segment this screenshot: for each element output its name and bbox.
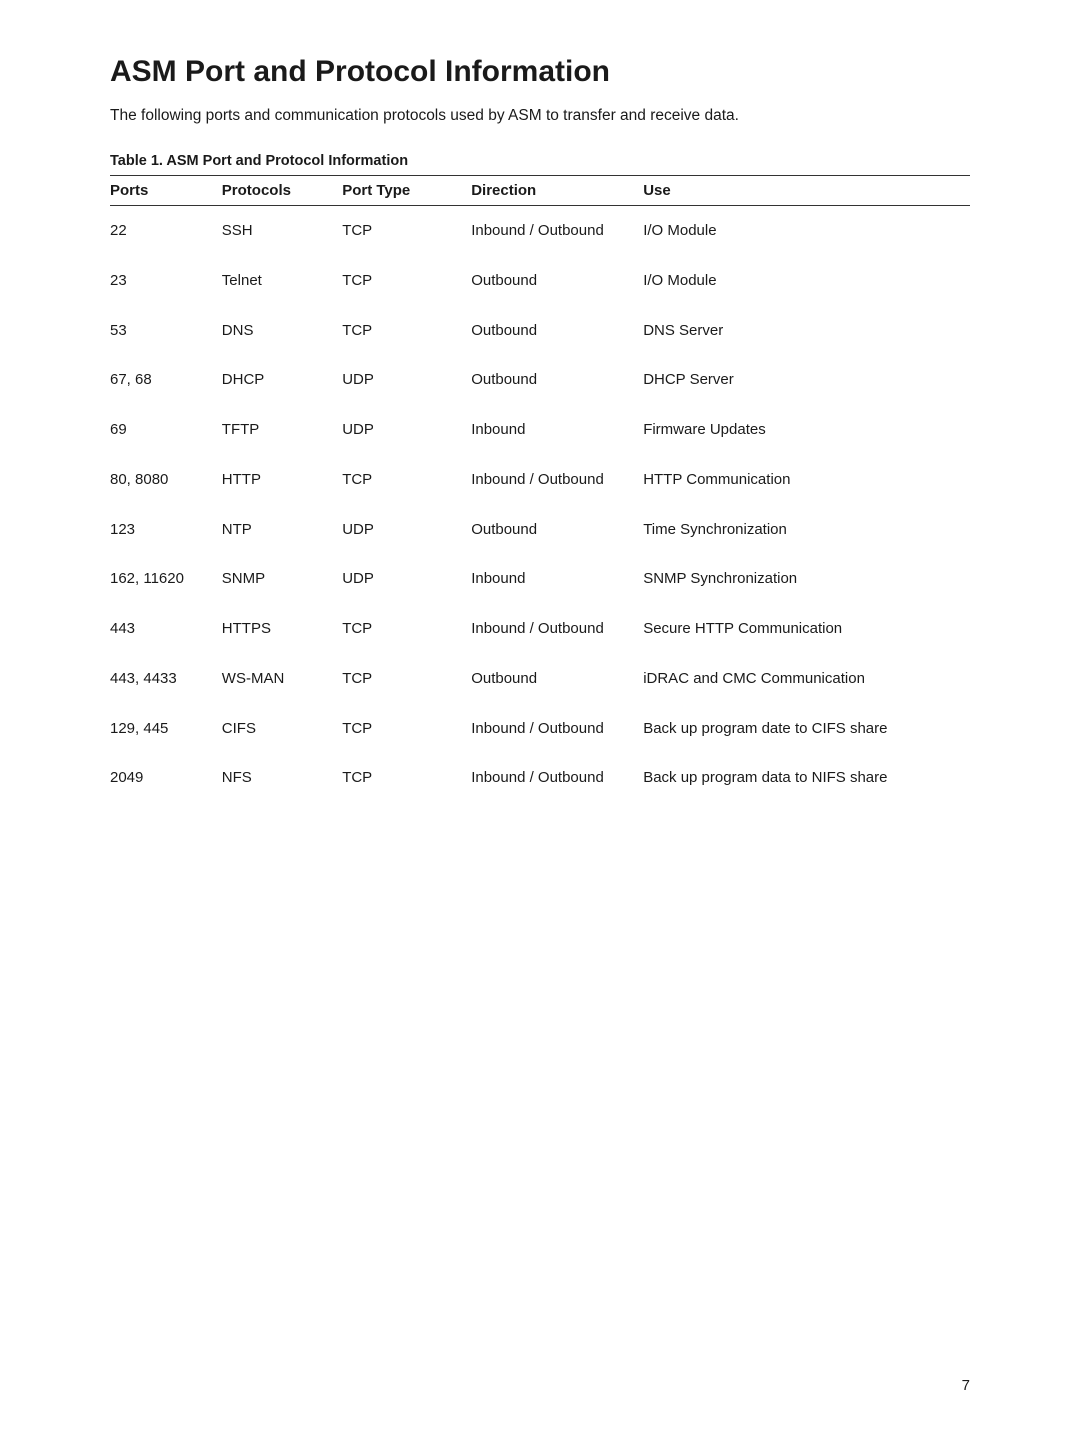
cell-port-type: TCP <box>342 306 471 356</box>
cell-port-type: TCP <box>342 455 471 505</box>
table-row: 162, 11620 SNMP UDP Inbound SNMP Synchro… <box>110 554 970 604</box>
table-row: 22 SSH TCP Inbound / Outbound I/O Module <box>110 206 970 256</box>
port-protocol-table: Ports Protocols Port Type Direction Use … <box>110 175 970 803</box>
cell-protocols: SNMP <box>222 554 342 604</box>
page-number: 7 <box>962 1377 970 1394</box>
cell-port-type: UDP <box>342 554 471 604</box>
table-row: 129, 445 CIFS TCP Inbound / Outbound Bac… <box>110 704 970 754</box>
cell-direction: Outbound <box>471 505 643 555</box>
cell-protocols: NTP <box>222 505 342 555</box>
table-row: 53 DNS TCP Outbound DNS Server <box>110 306 970 356</box>
cell-protocols: DHCP <box>222 355 342 405</box>
cell-use: SNMP Synchronization <box>643 554 970 604</box>
cell-ports: 22 <box>110 206 222 256</box>
cell-direction: Inbound <box>471 554 643 604</box>
cell-use: I/O Module <box>643 256 970 306</box>
th-use: Use <box>643 176 970 206</box>
cell-port-type: TCP <box>342 604 471 654</box>
cell-protocols: HTTPS <box>222 604 342 654</box>
th-protocols: Protocols <box>222 176 342 206</box>
cell-protocols: HTTP <box>222 455 342 505</box>
cell-use: DNS Server <box>643 306 970 356</box>
cell-protocols: Telnet <box>222 256 342 306</box>
cell-ports: 69 <box>110 405 222 455</box>
cell-protocols: WS-MAN <box>222 654 342 704</box>
cell-direction: Outbound <box>471 306 643 356</box>
cell-use: Time Synchronization <box>643 505 970 555</box>
cell-protocols: NFS <box>222 753 342 803</box>
cell-protocols: TFTP <box>222 405 342 455</box>
cell-port-type: UDP <box>342 505 471 555</box>
cell-use: DHCP Server <box>643 355 970 405</box>
cell-port-type: TCP <box>342 753 471 803</box>
cell-use: Back up program data to NIFS share <box>643 753 970 803</box>
cell-direction: Inbound / Outbound <box>471 455 643 505</box>
table-row: 80, 8080 HTTP TCP Inbound / Outbound HTT… <box>110 455 970 505</box>
cell-ports: 23 <box>110 256 222 306</box>
table-row: 2049 NFS TCP Inbound / Outbound Back up … <box>110 753 970 803</box>
cell-ports: 2049 <box>110 753 222 803</box>
cell-protocols: CIFS <box>222 704 342 754</box>
table-row: 23 Telnet TCP Outbound I/O Module <box>110 256 970 306</box>
cell-direction: Outbound <box>471 654 643 704</box>
intro-paragraph: The following ports and communication pr… <box>110 107 970 125</box>
cell-ports: 67, 68 <box>110 355 222 405</box>
table-header-row: Ports Protocols Port Type Direction Use <box>110 176 970 206</box>
cell-port-type: TCP <box>342 256 471 306</box>
cell-use: Secure HTTP Communication <box>643 604 970 654</box>
cell-ports: 53 <box>110 306 222 356</box>
cell-direction: Outbound <box>471 256 643 306</box>
th-port-type: Port Type <box>342 176 471 206</box>
cell-use: HTTP Communication <box>643 455 970 505</box>
cell-port-type: UDP <box>342 405 471 455</box>
cell-port-type: TCP <box>342 704 471 754</box>
cell-direction: Inbound / Outbound <box>471 206 643 256</box>
cell-protocols: SSH <box>222 206 342 256</box>
table-caption: Table 1. ASM Port and Protocol Informati… <box>110 153 970 169</box>
cell-port-type: UDP <box>342 355 471 405</box>
cell-port-type: TCP <box>342 654 471 704</box>
cell-protocols: DNS <box>222 306 342 356</box>
cell-ports: 443 <box>110 604 222 654</box>
cell-direction: Inbound / Outbound <box>471 704 643 754</box>
table-row: 69 TFTP UDP Inbound Firmware Updates <box>110 405 970 455</box>
cell-port-type: TCP <box>342 206 471 256</box>
th-ports: Ports <box>110 176 222 206</box>
cell-direction: Inbound <box>471 405 643 455</box>
cell-ports: 443, 4433 <box>110 654 222 704</box>
table-row: 443, 4433 WS-MAN TCP Outbound iDRAC and … <box>110 654 970 704</box>
cell-use: Back up program date to CIFS share <box>643 704 970 754</box>
cell-ports: 162, 11620 <box>110 554 222 604</box>
cell-use: I/O Module <box>643 206 970 256</box>
th-direction: Direction <box>471 176 643 206</box>
cell-ports: 123 <box>110 505 222 555</box>
table-row: 443 HTTPS TCP Inbound / Outbound Secure … <box>110 604 970 654</box>
document-page: ASM Port and Protocol Information The fo… <box>0 0 1080 1434</box>
cell-use: iDRAC and CMC Communication <box>643 654 970 704</box>
page-title: ASM Port and Protocol Information <box>110 55 970 89</box>
cell-direction: Inbound / Outbound <box>471 753 643 803</box>
cell-use: Firmware Updates <box>643 405 970 455</box>
cell-direction: Inbound / Outbound <box>471 604 643 654</box>
cell-direction: Outbound <box>471 355 643 405</box>
table-row: 123 NTP UDP Outbound Time Synchronizatio… <box>110 505 970 555</box>
table-row: 67, 68 DHCP UDP Outbound DHCP Server <box>110 355 970 405</box>
cell-ports: 129, 445 <box>110 704 222 754</box>
cell-ports: 80, 8080 <box>110 455 222 505</box>
